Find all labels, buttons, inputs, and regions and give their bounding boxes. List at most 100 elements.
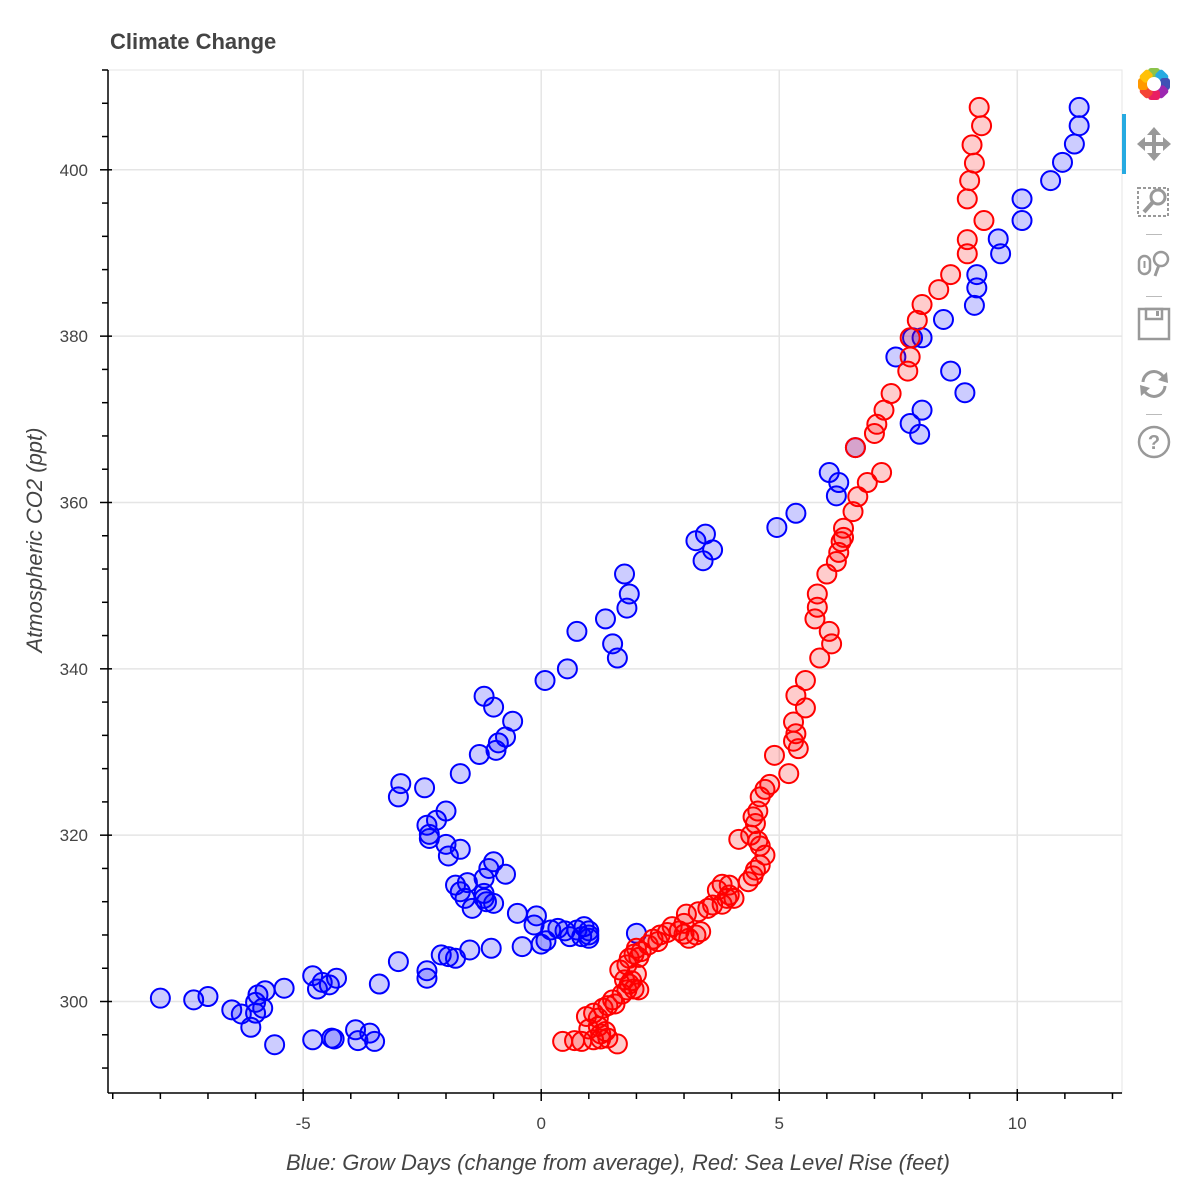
y-axis-label: Atmospheric CO2 (ppt) <box>22 428 47 655</box>
data-point <box>828 472 850 494</box>
floppy-disk-icon <box>1137 307 1171 341</box>
save-tool-button[interactable] <box>1132 302 1176 346</box>
data-point <box>473 867 495 889</box>
wheel-zoom-icon <box>1137 250 1170 277</box>
data-point <box>911 294 933 316</box>
pan-tool-button[interactable] <box>1132 122 1176 166</box>
toolbar-separator <box>1146 234 1162 235</box>
data-point <box>483 696 505 718</box>
data-point <box>254 980 276 1002</box>
data-point <box>437 946 459 968</box>
series-sea-level-rise <box>552 96 995 1055</box>
axes: -5 0 5 10 300 320 340 360 380 400 <box>60 69 1122 1133</box>
data-point <box>690 921 712 943</box>
data-point <box>961 134 983 156</box>
data-point <box>899 346 921 368</box>
x-tick-label: 10 <box>1008 1114 1027 1133</box>
y-tick-label: 300 <box>60 993 88 1012</box>
data-point <box>963 152 985 174</box>
data-point <box>556 658 578 680</box>
data-point <box>749 835 771 857</box>
data-point <box>940 264 962 286</box>
toolbar-separator <box>1146 296 1162 297</box>
data-point <box>809 647 831 669</box>
data-point <box>606 1033 628 1055</box>
data-point <box>844 437 866 459</box>
data-point <box>347 1030 369 1052</box>
data-point <box>1068 115 1090 137</box>
data-point <box>468 743 490 765</box>
data-point <box>1011 210 1033 232</box>
data-point <box>594 608 616 630</box>
data-point <box>885 346 907 368</box>
data-point <box>587 1007 609 1029</box>
data-point <box>625 937 647 959</box>
data-point <box>1011 188 1033 210</box>
data-point <box>418 827 440 849</box>
data-point <box>449 838 471 860</box>
data-point <box>364 1030 386 1052</box>
data-point <box>197 986 219 1008</box>
plot-frame <box>107 69 1123 1094</box>
data-point <box>766 516 788 538</box>
data-point <box>932 309 954 331</box>
box-zoom-tool-button[interactable] <box>1132 180 1176 224</box>
data-point <box>971 115 993 137</box>
scatter-points <box>149 96 1090 1056</box>
data-point <box>566 620 588 642</box>
y-tick-label: 400 <box>60 161 88 180</box>
series-grow-days <box>149 96 1090 1056</box>
data-point <box>1068 96 1090 118</box>
data-point <box>614 563 636 585</box>
data-point <box>702 539 724 561</box>
data-point <box>368 973 390 995</box>
data-point <box>973 210 995 232</box>
data-point <box>578 927 600 949</box>
data-point <box>435 800 457 822</box>
active-tool-indicator <box>1122 114 1126 174</box>
reset-arrows-icon <box>1140 370 1168 398</box>
data-point <box>785 502 807 524</box>
question-mark-icon: ? <box>1137 425 1171 459</box>
data-point <box>323 1028 345 1050</box>
data-point <box>963 294 985 316</box>
data-point <box>414 777 436 799</box>
chart-title: Climate Change <box>110 29 277 54</box>
data-point <box>573 916 595 938</box>
data-point <box>606 647 628 669</box>
data-point <box>956 229 978 251</box>
data-point <box>149 987 171 1009</box>
data-point <box>473 882 495 904</box>
data-point <box>1063 133 1085 155</box>
chart-toolbar: ? <box>1122 62 1188 482</box>
data-point <box>273 977 295 999</box>
data-point <box>959 170 981 192</box>
data-point <box>495 863 517 885</box>
help-tool-button[interactable]: ? <box>1132 420 1176 464</box>
reset-tool-button[interactable] <box>1132 362 1176 406</box>
toolbar-separator <box>1146 414 1162 415</box>
data-point <box>711 873 733 895</box>
data-point <box>806 583 828 605</box>
data-point <box>821 633 843 655</box>
data-point <box>763 744 785 766</box>
data-point <box>785 684 807 706</box>
data-point <box>1051 151 1073 173</box>
bokeh-logo-icon[interactable] <box>1132 62 1176 106</box>
y-tick-label: 360 <box>60 493 88 512</box>
data-point <box>880 383 902 405</box>
wheel-zoom-tool-button[interactable] <box>1132 242 1176 286</box>
y-tick-label: 320 <box>60 826 88 845</box>
x-tick-label: 0 <box>536 1114 545 1133</box>
data-point <box>956 243 978 265</box>
data-point <box>871 462 893 484</box>
data-point <box>899 327 921 349</box>
x-axis-label: Blue: Grow Days (change from average), R… <box>286 1150 950 1175</box>
data-point <box>847 486 869 508</box>
data-point <box>718 874 740 896</box>
data-point <box>906 309 928 331</box>
data-point <box>987 228 1009 250</box>
data-point <box>506 902 528 924</box>
data-point <box>459 939 481 961</box>
